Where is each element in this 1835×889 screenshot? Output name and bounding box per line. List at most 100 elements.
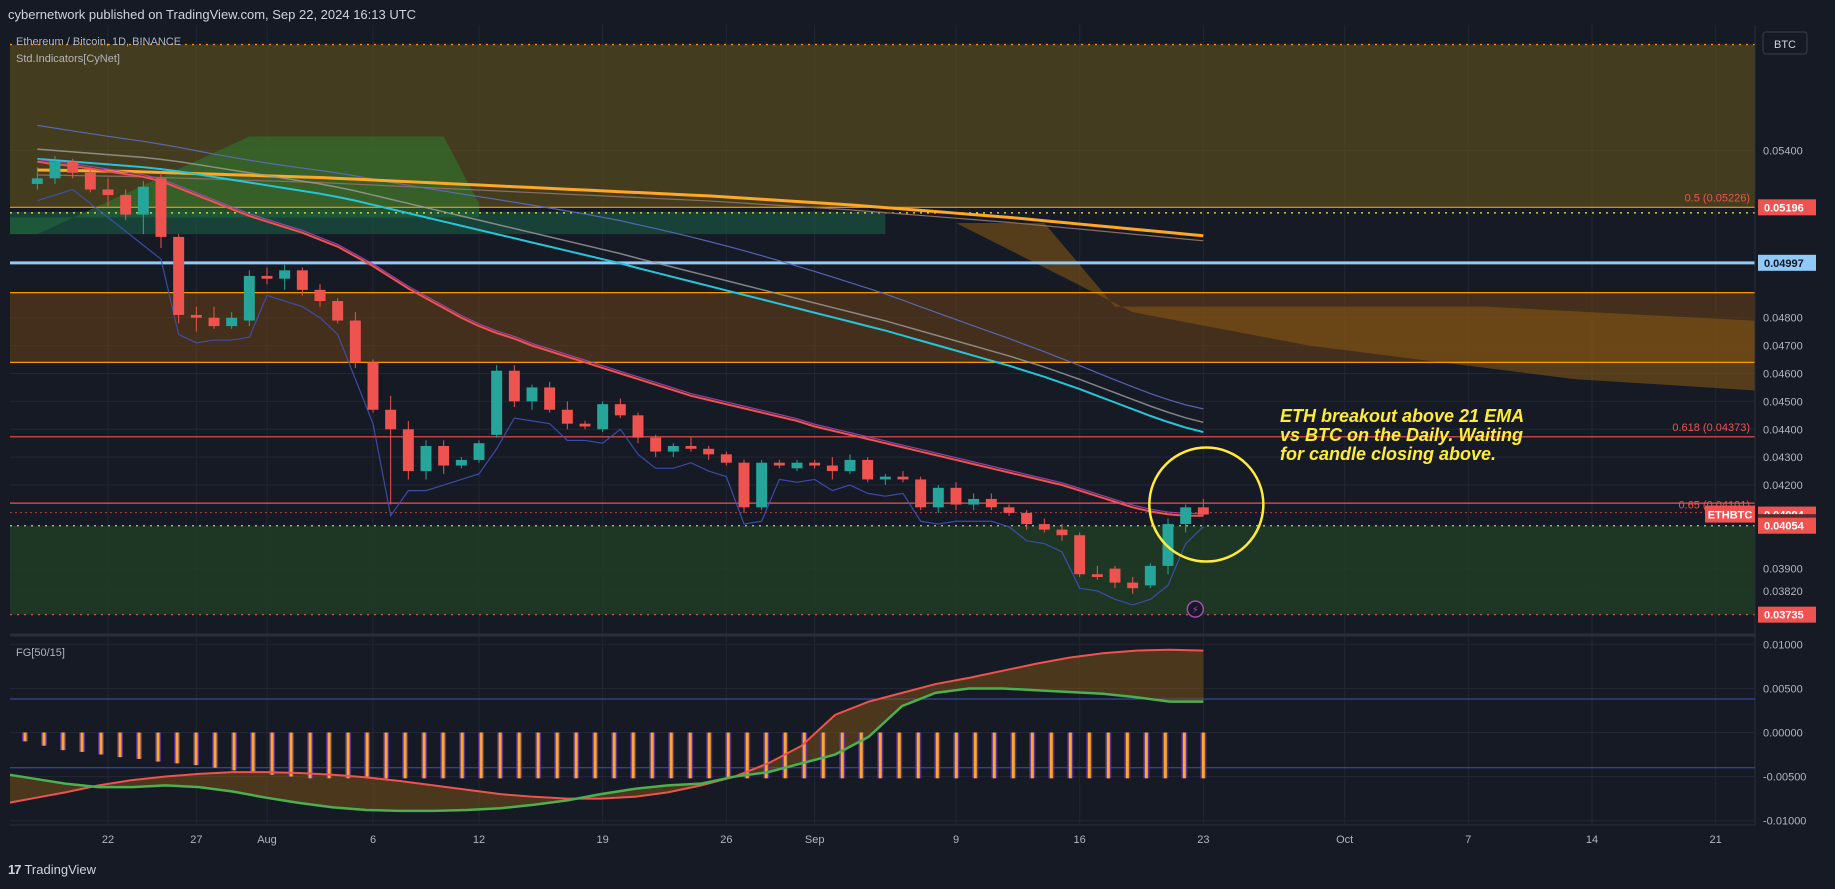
osc-hist-bar-core [1049,732,1053,779]
candle-body [314,289,326,302]
y-tick-label: 0.04700 [1763,341,1803,353]
brand-name: TradingView [24,862,97,877]
y-tick-label: 0.04200 [1763,480,1803,492]
candle-body [1021,512,1033,525]
candle-body [879,476,891,480]
osc-hist-bar-core [1182,732,1186,779]
y-tick-label: 0.04400 [1763,424,1803,436]
candle-body [915,479,927,508]
osc-hist-bar-core [270,732,274,775]
osc-hist-bar-core [213,732,217,768]
candle-body [897,476,909,480]
candle-body [102,189,114,196]
price-tag-label: 0.04054 [1764,521,1805,533]
osc-hist-bar-core [384,732,388,779]
candle-body [756,462,768,508]
osc-hist-bar-core [289,732,293,777]
candle-body [791,462,803,469]
fib-label: 0.618 (0.04373) [1672,422,1750,434]
candle-body [685,445,697,449]
candle-body [650,437,662,452]
osc-hist-bar-core [536,732,540,779]
osc-hist-bar-core [1030,732,1034,779]
osc-hist-bar-core [688,732,692,779]
osc-hist-bar-core [650,732,654,779]
osc-hist-bar-core [897,732,901,779]
candle-body [1074,535,1086,575]
annotation-text: for candle closing above. [1280,444,1496,464]
osc-hist-bar-core [118,732,122,758]
osc-hist-bar-core [840,732,844,779]
y-tick-label: 0.04600 [1763,369,1803,381]
osc-hist-bar-core [669,732,673,779]
candle-body [720,454,732,463]
osc-hist-bar-core [23,732,27,742]
candle-body [279,270,291,279]
candle-body [190,314,202,318]
osc-hist-bar-core [1144,732,1148,779]
osc-hist-bar-core [726,732,730,779]
y-tick-label: 0.03820 [1763,586,1803,598]
candle-body [826,465,838,472]
x-tick-label: 16 [1074,834,1086,846]
x-tick-label: 21 [1710,834,1722,846]
osc-hist-bar-core [61,732,65,751]
candle-body [155,178,167,237]
osc-hist-bar-core [707,732,711,779]
candle-body [208,317,220,327]
osc-hist-bar-core [422,732,426,779]
candle-body [526,387,538,402]
osc-hist-bar-core [992,732,996,779]
candle-body [385,409,397,430]
price-tag [1758,254,1816,271]
candle-body [773,462,785,466]
osc-hist-bar-core [517,732,521,779]
candle-body [1127,582,1139,589]
ema-21-purple-line [37,158,1204,515]
osc-hist-bar-core [802,732,806,779]
osc-hist-bar-core [593,732,597,779]
candle-body [243,275,255,321]
osc-hist-bar-core [1125,732,1129,779]
lightning-glyph: ⚡ [1192,605,1199,616]
x-tick-label: 26 [720,834,732,846]
candle-body [932,487,944,508]
candle-body [809,462,821,466]
osc-fill [10,649,1204,811]
candle-body [950,487,962,505]
upper-band-line [37,124,1204,410]
osc-fast-line [10,648,1204,804]
osc-hist-bar-core [156,732,160,762]
candle-body [67,161,79,173]
y-tick-label: 0.04500 [1763,396,1803,408]
price-tag [1758,606,1816,623]
candle-body [614,404,626,416]
price-tag-label: 0.03735 [1764,610,1804,622]
tradingview-logo-icon: 17 [8,862,22,877]
y-tick-label: 0.05400 [1763,145,1803,157]
candle-body [1003,507,1015,513]
osc-hist-bar-core [498,732,502,779]
osc-slow-line [10,687,1204,813]
y-tick-label: 0.04800 [1763,313,1803,325]
tradingview-brand[interactable]: 17 TradingView [8,862,96,877]
candle-body [31,178,43,184]
osc-hist-bar [3,733,9,737]
x-tick-label: Oct [1336,834,1353,846]
candle-body [1038,524,1050,530]
candle-body [738,462,750,508]
symbol-tag-label: ETHBTC [1708,510,1753,522]
osc-hist-bar-core [99,732,103,755]
osc-hist-bar-core [973,732,977,779]
candle-body [1091,574,1103,578]
x-tick-label: 12 [473,834,485,846]
osc-hist-bar-core [1163,732,1167,779]
osc-hist-bar-core [859,732,863,779]
osc-hist-bar-core [631,732,635,779]
publish-info: cybernetwork published on TradingView.co… [8,7,417,22]
candle-body [597,404,609,430]
candle-body [561,409,573,424]
candle-body [862,459,874,480]
